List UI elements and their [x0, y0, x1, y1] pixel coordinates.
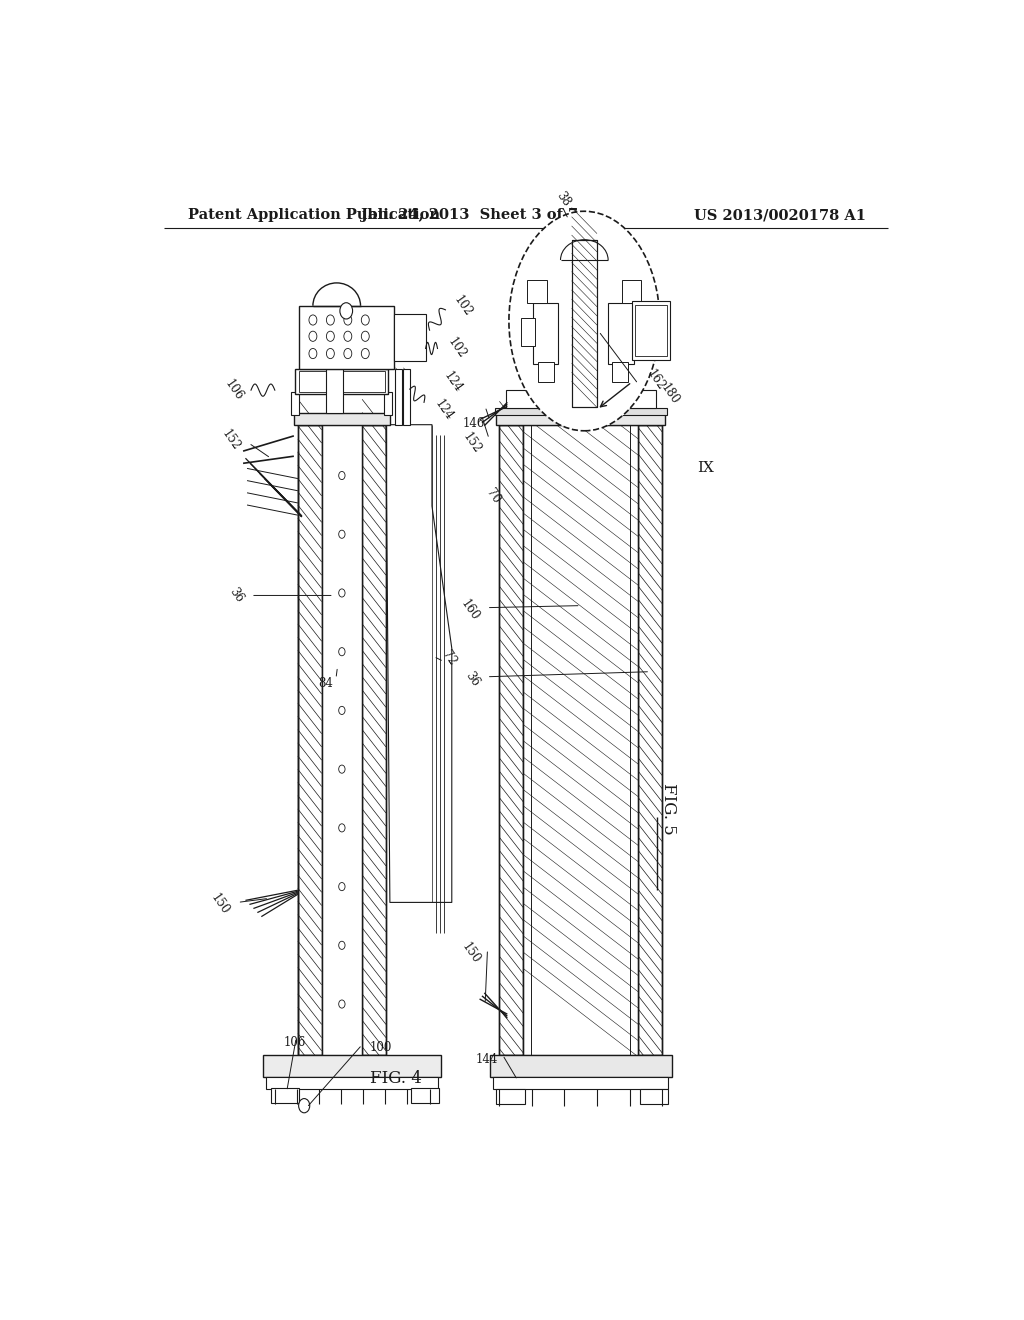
Bar — [497, 413, 666, 425]
Text: 162: 162 — [644, 367, 668, 393]
Bar — [394, 314, 426, 360]
Bar — [298, 425, 322, 1055]
Circle shape — [340, 302, 352, 319]
Text: 102: 102 — [451, 293, 474, 318]
Circle shape — [309, 348, 316, 359]
Text: 124: 124 — [432, 397, 456, 424]
Bar — [500, 425, 523, 1055]
Bar — [632, 301, 670, 359]
Text: 106: 106 — [222, 378, 246, 403]
Circle shape — [339, 766, 345, 774]
Bar — [395, 368, 401, 425]
Bar — [299, 371, 385, 392]
Bar — [506, 391, 655, 408]
Bar — [571, 240, 597, 408]
Bar — [270, 1089, 299, 1102]
Bar — [539, 362, 554, 381]
Text: 160: 160 — [459, 597, 482, 623]
Text: 150: 150 — [459, 940, 482, 966]
Bar — [638, 425, 663, 1055]
Text: 70: 70 — [483, 486, 503, 506]
Bar — [497, 1089, 525, 1104]
Bar — [612, 362, 628, 381]
Ellipse shape — [509, 211, 659, 430]
Text: 36: 36 — [463, 669, 482, 689]
Text: Jan. 24, 2013  Sheet 3 of 7: Jan. 24, 2013 Sheet 3 of 7 — [360, 209, 578, 222]
Bar — [296, 368, 388, 395]
Circle shape — [339, 941, 345, 949]
Bar — [326, 368, 343, 412]
Bar — [298, 425, 322, 1055]
Circle shape — [309, 315, 316, 325]
Bar — [322, 425, 362, 1055]
Text: 124: 124 — [441, 370, 465, 395]
Circle shape — [339, 531, 345, 539]
Text: 84: 84 — [317, 677, 333, 690]
Bar — [527, 280, 547, 302]
Bar — [292, 392, 299, 414]
Text: FIG. 4: FIG. 4 — [370, 1069, 422, 1086]
Bar — [263, 1055, 441, 1077]
Polygon shape — [386, 425, 452, 903]
Bar — [638, 425, 663, 1055]
Text: FIG. 5: FIG. 5 — [659, 783, 677, 834]
Circle shape — [309, 331, 316, 342]
Circle shape — [339, 883, 345, 891]
Circle shape — [339, 824, 345, 832]
Bar — [640, 1089, 669, 1104]
Text: 72: 72 — [439, 648, 459, 668]
Bar — [500, 425, 523, 1055]
Text: 102: 102 — [445, 335, 469, 362]
Bar — [495, 408, 667, 414]
Circle shape — [299, 1098, 309, 1113]
Text: 36: 36 — [226, 586, 246, 606]
Bar — [384, 392, 392, 414]
Circle shape — [339, 648, 345, 656]
Bar — [362, 425, 386, 1055]
Circle shape — [327, 348, 335, 359]
Bar — [532, 302, 558, 364]
Text: 38: 38 — [553, 189, 572, 209]
Circle shape — [361, 331, 370, 342]
Bar — [521, 318, 536, 346]
Bar — [632, 318, 646, 346]
Bar — [266, 1077, 438, 1089]
Circle shape — [339, 1001, 345, 1008]
Circle shape — [361, 315, 370, 325]
Text: 152: 152 — [460, 430, 483, 455]
Bar — [571, 240, 597, 408]
Bar — [608, 302, 634, 364]
Bar — [523, 425, 638, 1055]
Bar — [635, 305, 667, 355]
Bar — [494, 1077, 669, 1089]
Bar — [299, 306, 394, 368]
Circle shape — [339, 471, 345, 479]
Text: 106: 106 — [284, 1036, 306, 1049]
Circle shape — [344, 331, 352, 342]
Circle shape — [344, 315, 352, 325]
Bar — [294, 413, 390, 425]
Text: US 2013/0020178 A1: US 2013/0020178 A1 — [694, 209, 866, 222]
Text: IX: IX — [697, 462, 714, 475]
Bar — [622, 280, 641, 302]
Circle shape — [344, 348, 352, 359]
Text: 144: 144 — [475, 1053, 498, 1067]
Circle shape — [327, 315, 335, 325]
Text: Patent Application Publication: Patent Application Publication — [187, 209, 439, 222]
Text: 100: 100 — [370, 1041, 392, 1055]
Bar — [362, 425, 386, 1055]
Text: 180: 180 — [658, 381, 682, 407]
Circle shape — [339, 589, 345, 597]
Circle shape — [327, 331, 335, 342]
Bar — [489, 1055, 672, 1077]
Text: 146: 146 — [463, 417, 485, 430]
Bar — [523, 425, 638, 1055]
Bar — [403, 368, 410, 425]
Text: 152: 152 — [219, 428, 243, 453]
Text: 150: 150 — [208, 891, 231, 917]
Bar — [412, 1089, 439, 1102]
Circle shape — [339, 706, 345, 714]
Circle shape — [361, 348, 370, 359]
